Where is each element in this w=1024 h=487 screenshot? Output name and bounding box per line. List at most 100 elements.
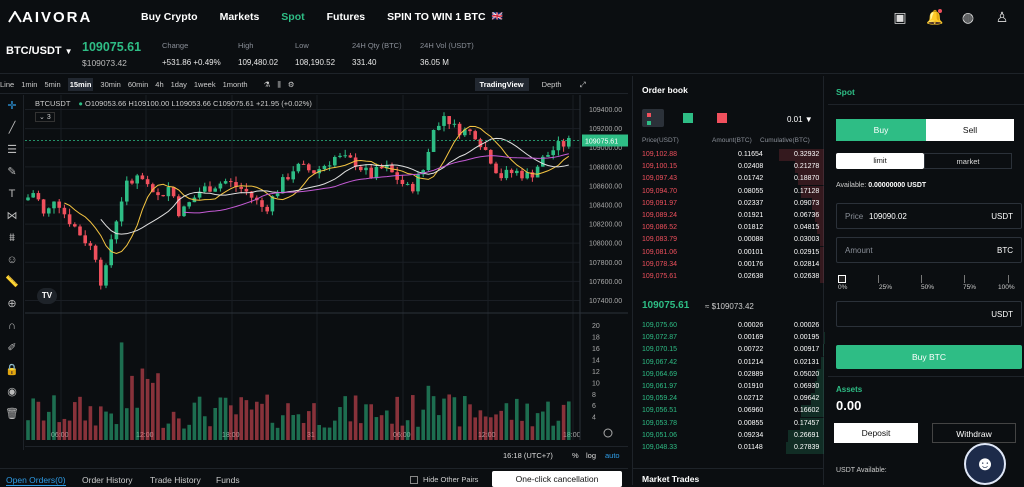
tab-tradingview[interactable]: TradingView [475, 78, 529, 91]
hide-other-checkbox[interactable] [410, 476, 418, 484]
price-field[interactable]: Price 109090.02 USDT [836, 203, 1022, 229]
nav-markets[interactable]: Markets [220, 11, 260, 23]
pair-selector[interactable]: BTC/USDT ▼ [6, 45, 73, 57]
interval-1week[interactable]: 1week [194, 80, 216, 89]
logo[interactable]: AIVORA [8, 9, 128, 26]
ticker-bar: BTC/USDT ▼ 109075.61 $109073.42 Change +… [0, 34, 1024, 74]
withdraw-button[interactable]: Withdraw [932, 423, 1016, 443]
auto-toggle[interactable]: auto [605, 451, 620, 460]
chart-settings-icon[interactable]: ⚙ [288, 80, 295, 89]
volume-bar [234, 414, 238, 440]
tradingview-logo[interactable]: TV [37, 288, 57, 304]
chart-style-icon[interactable]: ⫼ [277, 80, 280, 90]
nav-spin-to-win[interactable]: SPIN TO WIN 1 BTC [387, 11, 485, 23]
fullscreen-icon[interactable]: ⤢ [580, 80, 586, 90]
measure-icon[interactable]: ⩩ [0, 227, 24, 249]
zoom-in-icon[interactable]: ⊕ [0, 293, 24, 315]
volume-bar [442, 399, 446, 440]
interval-5min[interactable]: 5min [44, 80, 60, 89]
view-both-icon[interactable] [642, 109, 664, 127]
interval-1month[interactable]: 1month [223, 80, 248, 89]
nav-buy-crypto[interactable]: Buy Crypto [141, 11, 198, 23]
interval-line[interactable]: Line [0, 80, 14, 89]
gift-card-icon[interactable]: ▣ [892, 9, 908, 25]
limit-tab[interactable]: limit [836, 153, 924, 169]
interval-30min[interactable]: 30min [100, 80, 120, 89]
view-bids-icon[interactable] [683, 113, 693, 123]
live-dot-icon: ● [78, 99, 83, 108]
tab-spot[interactable]: Spot [836, 87, 855, 97]
brush-icon[interactable]: ✎ [0, 161, 24, 183]
tab-funds[interactable]: Funds [216, 475, 240, 485]
tab-depth[interactable]: Depth [542, 80, 562, 89]
deposit-button[interactable]: Deposit [834, 423, 918, 443]
ruler-icon[interactable]: 📏 [0, 271, 24, 293]
buy-tab[interactable]: Buy [836, 119, 926, 141]
lock-drawing-icon[interactable]: ✐ [0, 337, 24, 359]
market-tab[interactable]: market [924, 153, 1012, 169]
pattern-icon[interactable]: ⋈ [0, 205, 24, 227]
precision-select[interactable]: 0.01 ▼ [787, 115, 813, 124]
tab-order-history[interactable]: Order History [82, 475, 133, 485]
log-toggle[interactable]: log [586, 451, 596, 460]
indicator-icon[interactable]: ⚗ [264, 80, 271, 89]
slider-handle[interactable] [838, 275, 846, 283]
view-asks-icon[interactable] [717, 113, 727, 123]
price-cell: 109,053.78 [642, 420, 677, 427]
interval-1day[interactable]: 1day [171, 80, 187, 89]
lock-icon[interactable]: 🔒 [0, 359, 24, 381]
eye-icon[interactable]: ◉ [0, 381, 24, 403]
interval-4h[interactable]: 4h [155, 80, 163, 89]
crosshair-icon[interactable]: ✛ [0, 95, 24, 117]
tab-trade-history[interactable]: Trade History [150, 475, 201, 485]
interval-15min[interactable]: 15min [68, 78, 94, 91]
sell-tab[interactable]: Sell [926, 119, 1014, 141]
market-trades-title[interactable]: Market Trades [642, 474, 699, 484]
interval-60min[interactable]: 60min [128, 80, 148, 89]
nav-futures[interactable]: Futures [327, 11, 366, 23]
percent-toggle[interactable]: % [572, 451, 579, 460]
buy-btc-button[interactable]: Buy BTC [836, 345, 1022, 369]
support-chat-icon[interactable]: ☻ [964, 443, 1006, 485]
amount-field[interactable]: Amount BTC [836, 237, 1022, 263]
chart-canvas[interactable]: 109400.00109200.00109000.00108800.001086… [25, 95, 628, 445]
emoji-icon[interactable]: ☺ [0, 249, 24, 271]
nav-spot[interactable]: Spot [281, 11, 304, 23]
text-icon[interactable]: T [0, 183, 24, 205]
collapse-indicators[interactable]: ⌄ 3 [35, 112, 55, 122]
globe-icon[interactable]: ◍ [960, 9, 976, 25]
trend-line-icon[interactable]: ╱ [0, 117, 24, 139]
horizontal-lines-icon[interactable]: ☰ [0, 139, 24, 161]
trash-icon[interactable]: 🗑 [0, 403, 24, 425]
total-field[interactable]: USDT [836, 301, 1022, 327]
volume-bar [271, 423, 275, 440]
user-avatar-icon[interactable]: ♙ [994, 9, 1010, 25]
tab-open-orders[interactable]: Open Orders(0) [6, 475, 66, 486]
magnet-icon[interactable]: ∩ [0, 315, 24, 337]
interval-1min[interactable]: 1min [21, 80, 37, 89]
bell-icon[interactable]: 🔔 [926, 9, 942, 25]
